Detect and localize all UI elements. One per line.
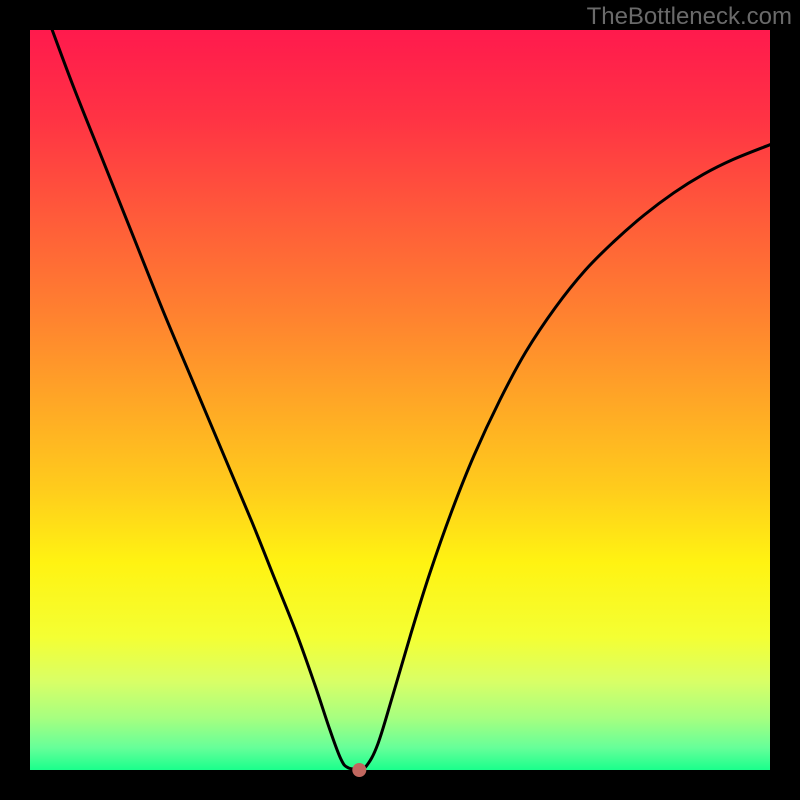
bottleneck-chart (0, 0, 800, 800)
watermark-text: TheBottleneck.com (587, 3, 792, 31)
chart-container: TheBottleneck.com (0, 0, 800, 800)
